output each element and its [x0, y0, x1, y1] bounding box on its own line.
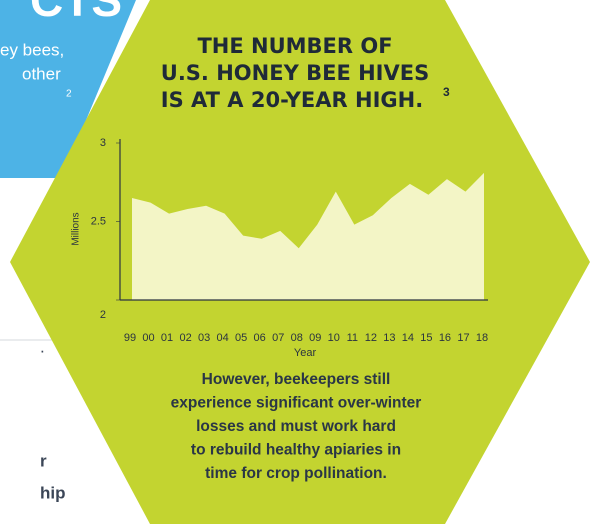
y-tick-label: 2.5: [91, 215, 106, 227]
x-tick-label: 10: [328, 332, 340, 344]
x-tick-label: 03: [198, 332, 210, 344]
x-tick-label: 17: [457, 332, 469, 344]
caption: However, beekeepers still: [202, 371, 391, 388]
x-tick-label: 04: [217, 332, 229, 344]
x-tick-label: 15: [420, 332, 432, 344]
chart-title: IS AT A 20-YEAR HIGH.: [161, 88, 423, 112]
area: [132, 172, 484, 300]
banner-text: ey bees,: [0, 40, 64, 59]
x-tick-label: 16: [439, 332, 451, 344]
banner-heading: CTS: [30, 0, 122, 26]
caption: to rebuild healthy apiaries in: [191, 442, 401, 459]
fragment: hip: [40, 483, 66, 502]
x-tick-label: 99: [124, 332, 136, 344]
x-tick-label: 07: [272, 332, 284, 344]
fragment: r: [40, 451, 47, 470]
x-tick-label: 12: [365, 332, 377, 344]
banner: [0, 0, 136, 178]
x-tick-label: 06: [254, 332, 266, 344]
caption: losses and must work hard: [196, 418, 396, 435]
y-axis-label: Millions: [71, 212, 82, 245]
caption: experience significant over-winter: [171, 395, 422, 412]
x-tick-label: 11: [347, 332, 358, 344]
x-tick-label: 02: [179, 332, 191, 344]
x-axis-label: Year: [294, 347, 317, 359]
banner-text: other: [22, 64, 61, 83]
x-tick-label: 05: [235, 332, 247, 344]
fragment: .: [40, 337, 45, 356]
x-tick-label: 08: [291, 332, 303, 344]
chart-title: U.S. HONEY BEE HIVES: [161, 61, 429, 85]
x-tick-label: 01: [161, 332, 173, 344]
x-tick-label: 14: [402, 332, 414, 344]
y-tick-label: 3: [100, 137, 106, 149]
title-note: 3: [443, 85, 450, 99]
x-tick-label: 13: [383, 332, 395, 344]
x-tick-label: 00: [142, 332, 154, 344]
caption: time for crop pollination.: [205, 465, 387, 482]
x-tick-label: 09: [309, 332, 321, 344]
x-tick-label: 18: [476, 332, 488, 344]
banner-note: 2: [66, 89, 72, 100]
y-tick-label: 2: [100, 309, 106, 321]
chart-title: THE NUMBER OF: [197, 34, 392, 58]
